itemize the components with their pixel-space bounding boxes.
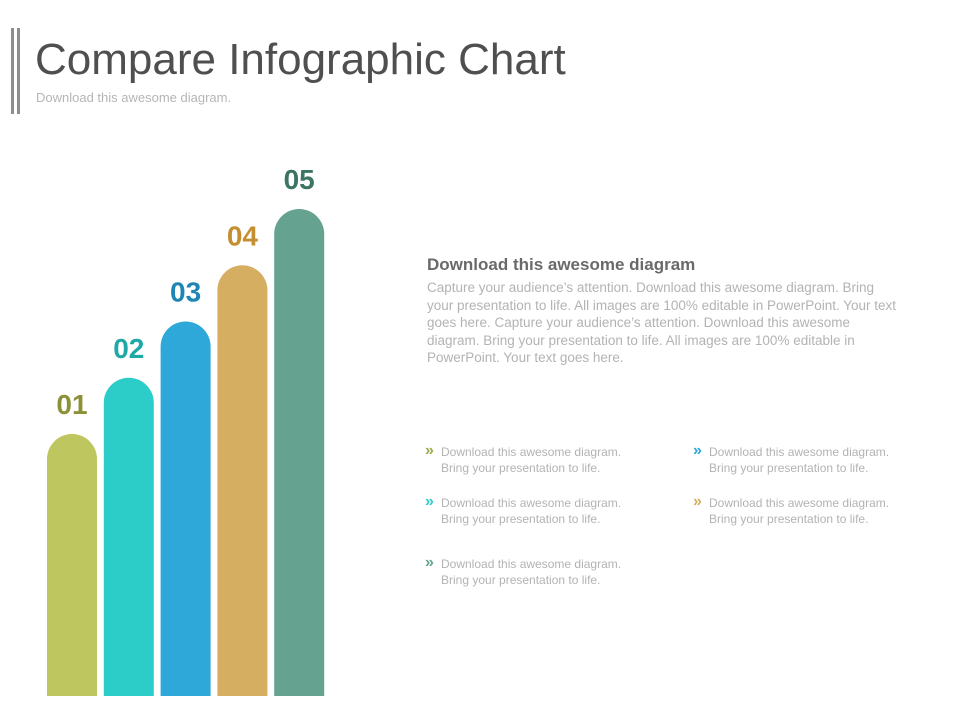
bullet-item-4: » Download this awesome diagram. Bring y… bbox=[693, 493, 919, 527]
chevron-right-icon: » bbox=[693, 493, 702, 510]
bullet-item-2: » Download this awesome diagram. Bring y… bbox=[693, 442, 919, 476]
bullet-text-line: Bring your presentation to life. bbox=[441, 512, 601, 526]
page-title: Compare Infographic Chart bbox=[35, 35, 566, 84]
bullet-item-1: » Download this awesome diagram. Bring y… bbox=[425, 442, 651, 476]
bar-02 bbox=[103, 377, 154, 696]
description-heading: Download this awesome diagram bbox=[427, 255, 696, 274]
bar-04 bbox=[217, 265, 268, 696]
bullet-text-line: Bring your presentation to life. bbox=[709, 461, 869, 475]
bullet-text-2: Download this awesome diagram. Bring you… bbox=[709, 444, 919, 476]
bar-label-04: 04 bbox=[227, 220, 259, 251]
bullet-text-4: Download this awesome diagram. Bring you… bbox=[709, 495, 919, 527]
bullet-text-line: Download this awesome diagram. bbox=[441, 496, 622, 510]
bar-05 bbox=[274, 208, 325, 696]
chevron-right-icon: » bbox=[693, 442, 702, 459]
bar-01 bbox=[47, 434, 97, 696]
bullet-item-3: » Download this awesome diagram. Bring y… bbox=[425, 493, 651, 527]
page-subtitle: Download this awesome diagram. bbox=[36, 90, 232, 105]
description-body: Capture your audience’s attention. Downl… bbox=[427, 280, 897, 366]
bullet-text-line: Download this awesome diagram. bbox=[709, 445, 890, 459]
bullet-text-3: Download this awesome diagram. Bring you… bbox=[441, 495, 651, 527]
bar-label-02: 02 bbox=[113, 333, 144, 364]
bar-03 bbox=[160, 321, 211, 696]
bullet-text-1: Download this awesome diagram. Bring you… bbox=[441, 444, 651, 476]
bullet-text-line: Download this awesome diagram. bbox=[441, 445, 622, 459]
bullet-text-5: Download this awesome diagram. Bring you… bbox=[441, 556, 651, 588]
bar-chart: 01 02 03 04 05 bbox=[47, 164, 325, 696]
bullet-text-line: Bring your presentation to life. bbox=[709, 512, 869, 526]
chevron-right-icon: » bbox=[425, 554, 434, 571]
bullet-text-line: Bring your presentation to life. bbox=[441, 461, 601, 475]
bullet-text-line: Bring your presentation to life. bbox=[441, 573, 601, 587]
bar-label-05: 05 bbox=[284, 164, 315, 195]
chevron-right-icon: » bbox=[425, 442, 434, 459]
bullet-text-line: Download this awesome diagram. bbox=[709, 496, 890, 510]
chevron-right-icon: » bbox=[425, 493, 434, 510]
bar-label-03: 03 bbox=[170, 277, 201, 308]
title-accent-bar-left bbox=[11, 28, 14, 114]
title-accent-bar-right bbox=[17, 28, 20, 114]
bullet-item-5: » Download this awesome diagram. Bring y… bbox=[425, 554, 651, 588]
bullet-text-line: Download this awesome diagram. bbox=[441, 557, 622, 571]
bar-label-01: 01 bbox=[56, 389, 87, 420]
